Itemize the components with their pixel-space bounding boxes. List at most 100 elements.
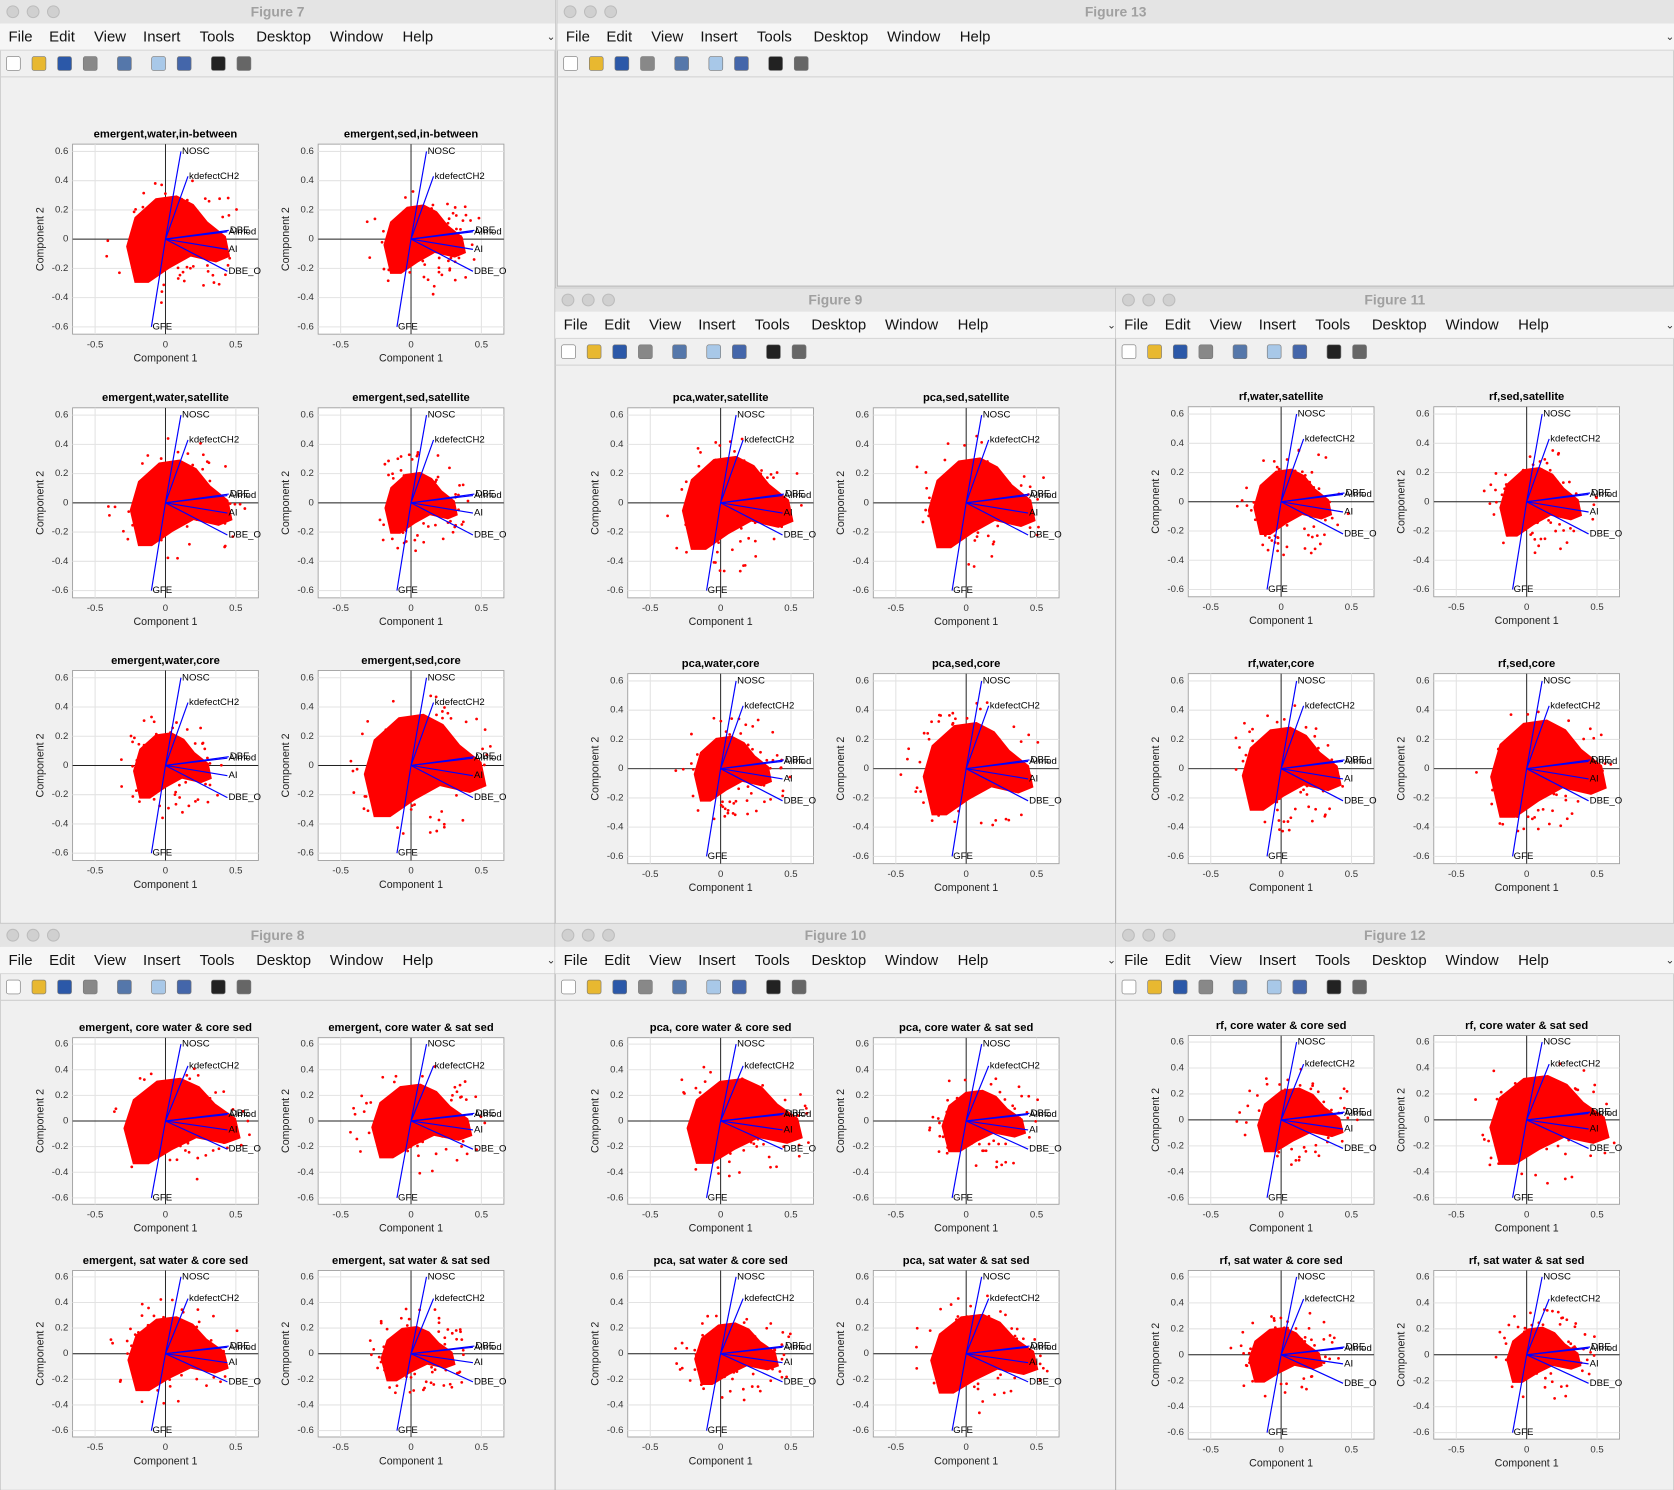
menu-item[interactable]: File xyxy=(1124,952,1148,969)
toolbar-button[interactable] xyxy=(734,56,749,71)
menu-item[interactable]: File xyxy=(9,28,33,45)
menu-item[interactable]: View xyxy=(1210,317,1242,334)
window-button[interactable] xyxy=(1162,928,1176,942)
toolbar-button[interactable] xyxy=(732,979,747,995)
menu-item[interactable]: View xyxy=(649,317,681,334)
menu-item[interactable]: Tools xyxy=(200,28,235,45)
menu-item[interactable]: Edit xyxy=(49,28,76,45)
menu-item[interactable]: Edit xyxy=(1165,952,1192,969)
toolbar-button[interactable] xyxy=(766,979,781,995)
toolbar-button[interactable] xyxy=(612,344,628,360)
toolbar-button[interactable] xyxy=(793,56,809,71)
toolbar-button[interactable] xyxy=(117,56,132,71)
toolbar-button[interactable] xyxy=(672,979,687,995)
window-button[interactable] xyxy=(583,5,597,19)
menu-item[interactable]: Help xyxy=(1518,317,1549,334)
toolbar-button[interactable] xyxy=(236,979,252,995)
menu-item[interactable]: View xyxy=(1210,952,1242,969)
window-button[interactable] xyxy=(602,928,615,942)
menu-item[interactable]: Window xyxy=(1446,952,1499,969)
toolbar-button[interactable] xyxy=(561,979,576,995)
toolbar-button[interactable] xyxy=(1172,979,1188,995)
toolbar-button[interactable] xyxy=(768,56,783,71)
window-button[interactable] xyxy=(561,293,575,307)
menu-item[interactable]: View xyxy=(94,952,126,969)
menu-item[interactable]: Tools xyxy=(1315,317,1350,334)
toolbar-button[interactable] xyxy=(1147,979,1162,995)
toolbar-button[interactable] xyxy=(211,56,226,71)
toolbar-button[interactable] xyxy=(612,979,628,995)
toolbar-button[interactable] xyxy=(674,56,689,71)
menu-item[interactable]: Edit xyxy=(604,317,631,334)
toolbar-button[interactable] xyxy=(586,979,602,995)
toolbar-button[interactable] xyxy=(732,344,747,360)
toolbar-button[interactable] xyxy=(588,56,604,71)
menu-item[interactable]: Desktop xyxy=(814,28,869,45)
menu-item[interactable]: Edit xyxy=(604,952,631,969)
menu-item[interactable]: Window xyxy=(330,952,383,969)
menu-item[interactable]: Desktop xyxy=(811,317,866,334)
menu-item[interactable]: Edit xyxy=(606,28,633,45)
window-button[interactable] xyxy=(6,928,20,942)
menu-item[interactable]: Window xyxy=(885,952,938,969)
menu-item[interactable]: Window xyxy=(885,317,938,334)
menu-item[interactable]: Insert xyxy=(700,28,738,45)
menu-item[interactable]: File xyxy=(566,28,590,45)
toolbar-button[interactable] xyxy=(1121,979,1137,995)
menu-item[interactable]: Help xyxy=(402,952,433,969)
menu-item[interactable]: Desktop xyxy=(256,952,311,969)
toolbar-button[interactable] xyxy=(1352,344,1367,360)
toolbar-button[interactable] xyxy=(708,56,724,71)
toolbar-button[interactable] xyxy=(614,56,630,71)
toolbar-button[interactable] xyxy=(1326,979,1342,995)
toolbar-button[interactable] xyxy=(1232,344,1248,360)
menu-item[interactable]: Insert xyxy=(1259,952,1297,969)
window-button[interactable] xyxy=(563,5,577,19)
menu-item[interactable]: Window xyxy=(887,28,940,45)
menu-item[interactable]: View xyxy=(651,28,683,45)
menu-item[interactable]: Window xyxy=(330,28,383,45)
window-button[interactable] xyxy=(26,5,40,19)
toolbar-button[interactable] xyxy=(706,979,721,995)
toolbar-button[interactable] xyxy=(1326,344,1342,360)
menu-item[interactable]: View xyxy=(649,952,681,969)
menu-item[interactable]: Desktop xyxy=(811,952,866,969)
menu-item[interactable]: Tools xyxy=(200,952,235,969)
toolbar-button[interactable] xyxy=(1198,979,1214,995)
menu-item[interactable]: Help xyxy=(960,28,991,45)
window-button[interactable] xyxy=(561,928,575,942)
menu-item[interactable]: Desktop xyxy=(256,28,311,45)
window-button[interactable] xyxy=(26,928,40,942)
toolbar-button[interactable] xyxy=(176,979,192,995)
toolbar-button[interactable] xyxy=(151,979,166,995)
menu-item[interactable]: Tools xyxy=(1315,952,1350,969)
toolbar-button[interactable] xyxy=(1292,344,1308,360)
menu-item[interactable]: Help xyxy=(958,317,989,334)
menu-item[interactable]: Window xyxy=(1446,317,1499,334)
toolbar-button[interactable] xyxy=(176,56,192,71)
window-button[interactable] xyxy=(6,5,20,19)
menu-item[interactable]: Tools xyxy=(755,317,790,334)
toolbar-button[interactable] xyxy=(563,56,578,71)
menu-item[interactable]: Desktop xyxy=(1372,317,1427,334)
window-button[interactable] xyxy=(1142,928,1156,942)
toolbar-button[interactable] xyxy=(1266,979,1282,995)
window-button[interactable] xyxy=(1162,293,1176,307)
toolbar-button[interactable] xyxy=(151,56,166,71)
menu-item[interactable]: View xyxy=(94,28,126,45)
toolbar-button[interactable] xyxy=(561,344,576,360)
menu-item[interactable]: Insert xyxy=(143,952,181,969)
toolbar-button[interactable] xyxy=(1147,344,1162,360)
menu-item[interactable]: File xyxy=(564,952,588,969)
toolbar-button[interactable] xyxy=(31,56,47,71)
toolbar-button[interactable] xyxy=(766,344,781,360)
menu-item[interactable]: Insert xyxy=(143,28,181,45)
toolbar-button[interactable] xyxy=(6,56,21,71)
menu-item[interactable]: File xyxy=(564,317,588,334)
toolbar-button[interactable] xyxy=(1352,979,1367,995)
toolbar-button[interactable] xyxy=(672,344,687,360)
window-button[interactable] xyxy=(1122,928,1135,942)
menu-item[interactable]: Help xyxy=(1518,952,1549,969)
window-button[interactable] xyxy=(581,928,595,942)
toolbar-button[interactable] xyxy=(57,56,72,71)
